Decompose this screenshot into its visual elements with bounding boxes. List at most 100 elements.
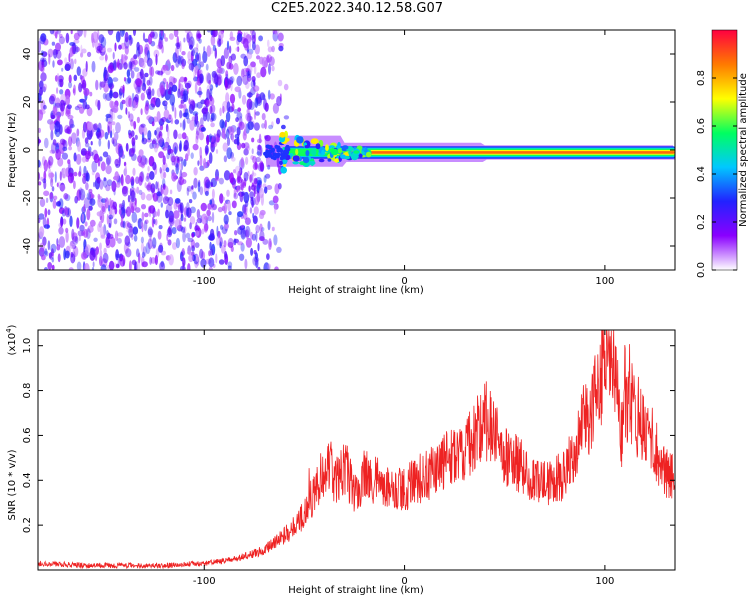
noise-blob — [171, 227, 177, 235]
noise-blob — [114, 230, 119, 242]
noise-blob — [210, 141, 214, 148]
noise-blob — [149, 66, 153, 76]
noise-blob — [184, 30, 192, 34]
noise-blob — [188, 36, 195, 48]
noise-blob — [51, 41, 56, 46]
noise-blob — [106, 213, 109, 225]
noise-blob — [190, 50, 194, 63]
noise-blob — [245, 145, 251, 151]
noise-blob — [182, 103, 185, 109]
noise-blob — [254, 252, 258, 260]
noise-blob — [271, 45, 275, 53]
y-scale-base: (x10 — [7, 333, 18, 356]
noise-blob — [95, 79, 99, 91]
noise-blob — [138, 189, 143, 196]
noise-blob — [206, 99, 211, 107]
noise-blob — [64, 124, 70, 134]
noise-blob — [201, 228, 205, 235]
noise-blob — [79, 106, 85, 114]
noise-blob — [263, 262, 270, 270]
noise-blob — [38, 109, 44, 121]
noise-blob — [57, 253, 61, 263]
noise-blob — [79, 224, 85, 232]
noise-blob — [150, 183, 156, 194]
noise-blob — [272, 30, 275, 35]
noise-blob — [208, 257, 215, 268]
noise-blob — [49, 30, 55, 35]
noise-blob — [188, 62, 195, 71]
noise-blob — [178, 79, 181, 91]
noise-blob — [228, 76, 234, 85]
noise-blob — [195, 130, 200, 140]
signal-blob — [318, 158, 325, 163]
noise-blob — [131, 60, 135, 67]
noise-blob — [105, 117, 109, 122]
noise-blob — [56, 182, 59, 187]
noise-blob — [56, 87, 59, 94]
noise-blob — [130, 202, 137, 211]
noise-blob — [78, 82, 83, 93]
noise-blob — [115, 122, 121, 134]
bottom-plot-frame — [37, 329, 676, 571]
noise-blob — [130, 130, 135, 137]
noise-blob — [73, 32, 80, 41]
noise-blob — [103, 76, 109, 84]
noise-blob — [189, 119, 195, 131]
noise-blob — [103, 177, 107, 182]
noise-blob — [179, 122, 182, 128]
noise-blob — [38, 127, 41, 133]
noise-blob — [196, 32, 201, 40]
noise-blob — [227, 265, 232, 270]
noise-blob — [132, 141, 136, 154]
noise-blob — [90, 141, 93, 146]
noise-blob — [105, 52, 108, 63]
noise-blob — [195, 135, 199, 144]
noise-blob — [187, 267, 190, 270]
noise-blob — [38, 217, 41, 224]
signal-core-layer — [364, 151, 675, 154]
noise-blob — [41, 254, 46, 261]
noise-blob — [242, 74, 249, 86]
noise-blob — [225, 70, 229, 78]
noise-blob — [103, 247, 107, 255]
noise-blob — [178, 163, 183, 171]
noise-blob — [73, 39, 80, 44]
noise-blob — [42, 83, 48, 91]
noise-blob — [151, 139, 157, 145]
noise-blob — [179, 40, 182, 53]
noise-blob — [80, 44, 83, 56]
noise-blob — [180, 265, 186, 270]
signal-blob — [292, 155, 300, 162]
noise-blob — [101, 205, 106, 213]
noise-blob — [140, 108, 143, 116]
noise-blob — [80, 52, 84, 58]
noise-blob — [168, 33, 174, 40]
noise-blob — [154, 144, 158, 153]
noise-blob — [271, 121, 274, 128]
noise-blob — [59, 89, 64, 95]
noise-blob — [241, 224, 244, 229]
noise-blob — [56, 238, 59, 246]
noise-blob — [171, 172, 177, 182]
noise-blob — [172, 52, 178, 63]
noise-blob — [157, 70, 164, 76]
noise-blob — [240, 191, 245, 196]
noise-blob — [196, 43, 199, 50]
noise-blob — [50, 142, 57, 154]
noise-blob — [73, 74, 78, 82]
noise-blob — [245, 113, 251, 121]
noise-blob — [211, 136, 215, 143]
noise-blob — [171, 155, 176, 163]
noise-blob — [134, 67, 140, 72]
top-axis-ticks: -100 0 100 -40 -20 0 20 40 — [22, 30, 675, 287]
noise-blob — [58, 36, 65, 45]
noise-blob — [51, 264, 55, 270]
noise-blob — [108, 214, 114, 220]
noise-blob — [163, 171, 167, 179]
colorbar: 0.0 0.2 0.4 0.6 0.8 Normalized spectral ampl… — [696, 29, 749, 278]
noise-blob — [218, 259, 225, 265]
noise-blob — [136, 260, 141, 270]
signal-blob — [315, 143, 321, 150]
noise-blob — [250, 80, 256, 89]
noise-blob — [202, 111, 208, 122]
